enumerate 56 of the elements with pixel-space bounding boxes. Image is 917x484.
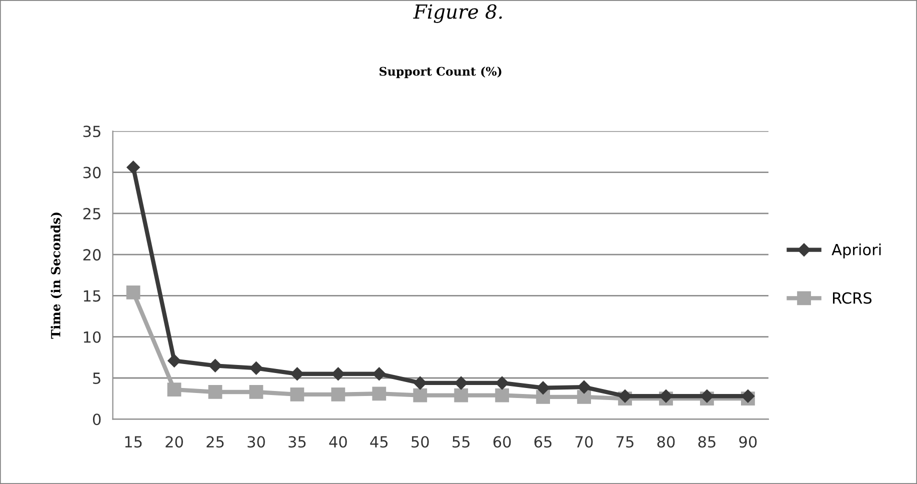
- x-tick-label: 70: [576, 436, 593, 448]
- point: [332, 367, 345, 380]
- y-tick-label: 25: [83, 208, 100, 220]
- point: [208, 359, 222, 372]
- x-tick-label: 55: [452, 436, 470, 448]
- point: [577, 380, 591, 394]
- point: [250, 362, 263, 375]
- x-tick-label: 40: [329, 436, 347, 448]
- x-tick-label: 65: [534, 436, 552, 448]
- y-tick-label: 5: [93, 372, 100, 384]
- point: [454, 376, 468, 390]
- point: [577, 390, 591, 404]
- point: [290, 388, 304, 402]
- point: [495, 388, 510, 402]
- y-tick-label: 0: [92, 414, 101, 426]
- point: [372, 386, 386, 401]
- y-tick-label: 15: [84, 290, 100, 302]
- legend-label: RCRS: [833, 292, 872, 304]
- point: [126, 285, 140, 300]
- y-tick-label: 35: [83, 126, 100, 138]
- point: [659, 390, 673, 403]
- point: [536, 381, 550, 394]
- x-tick-label: 25: [206, 436, 224, 448]
- y-tick-label: 10: [84, 331, 101, 343]
- x-tick-label: 85: [698, 436, 716, 448]
- point: [167, 382, 182, 396]
- point: [741, 390, 755, 403]
- point: [372, 367, 386, 380]
- y-tick-label: 20: [83, 249, 101, 261]
- x-tick-label: 80: [657, 436, 675, 448]
- point: [331, 388, 346, 402]
- point: [168, 354, 181, 368]
- x-tick-label: 75: [616, 436, 634, 448]
- caption: Figure 8.: [413, 4, 502, 23]
- y-axis-title: Time (in Seconds): [50, 212, 62, 339]
- x-tick-label: 60: [493, 436, 511, 448]
- point: [454, 388, 468, 402]
- legend-label: Apriori: [832, 244, 881, 258]
- point: [414, 376, 427, 390]
- point: [249, 385, 264, 399]
- point: [700, 390, 714, 403]
- x-tick-label: 50: [412, 436, 429, 448]
- point: [618, 390, 632, 403]
- x-tick-label: 20: [166, 436, 183, 448]
- point: [496, 376, 509, 390]
- x-tick-label: 15: [125, 436, 142, 448]
- x-tick-label: 30: [248, 436, 265, 448]
- point: [290, 367, 304, 380]
- y-tick-label: 30: [83, 166, 101, 178]
- point: [413, 388, 428, 402]
- x-tick-label: 35: [288, 436, 306, 448]
- x-tick-label: 45: [370, 436, 388, 448]
- x-tick-label: 90: [739, 436, 757, 448]
- point: [208, 385, 222, 399]
- chart-title: Support Count (%): [380, 66, 502, 78]
- point: [126, 160, 140, 174]
